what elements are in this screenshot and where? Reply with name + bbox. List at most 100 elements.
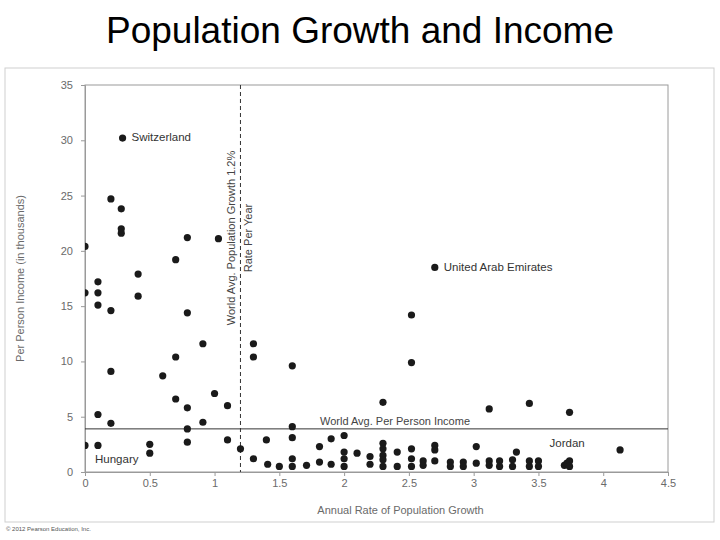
point	[566, 409, 573, 416]
y-tick-label: 0	[67, 466, 73, 478]
panel	[5, 68, 714, 522]
point	[107, 420, 114, 427]
point	[316, 458, 323, 465]
x-tick: 0	[82, 472, 88, 489]
reference-label: World Avg. Per Person Income	[320, 415, 470, 427]
point	[366, 453, 373, 460]
x-tick: 3.5	[531, 472, 546, 489]
point	[526, 400, 533, 407]
x-tick-label: 0	[82, 477, 88, 489]
point	[184, 309, 191, 316]
point	[486, 462, 493, 469]
x-tick-mark	[215, 472, 216, 476]
point	[250, 455, 257, 462]
point	[184, 404, 191, 411]
x-tick-mark	[409, 472, 410, 476]
y-tick-mark	[81, 85, 85, 86]
reference-label: Rate Per Year	[242, 203, 254, 272]
point	[513, 448, 520, 455]
annotation: Switzerland	[132, 131, 191, 143]
x-tick-label: 3	[471, 477, 477, 489]
reference-label: World Avg. Population Growth 1.2%	[225, 151, 237, 326]
point	[616, 446, 623, 453]
point	[566, 463, 573, 470]
x-tick-mark	[538, 472, 539, 476]
x-tick-label: 1.5	[272, 477, 287, 489]
y-tick-mark	[81, 472, 85, 473]
point	[211, 390, 218, 397]
point	[107, 368, 114, 375]
point	[353, 450, 360, 457]
point	[224, 436, 231, 443]
point	[94, 301, 101, 308]
y-tick: 35	[61, 79, 85, 91]
point	[94, 278, 101, 285]
point	[328, 461, 335, 468]
x-tick-mark	[279, 472, 280, 476]
point	[159, 372, 166, 379]
y-tick: 30	[61, 134, 85, 146]
points	[85, 134, 624, 470]
point	[237, 445, 244, 452]
y-tick-label: 25	[61, 190, 73, 202]
point	[289, 434, 296, 441]
point	[184, 439, 191, 446]
point	[366, 461, 373, 468]
point	[289, 362, 296, 369]
point	[447, 463, 454, 470]
annotation: United Arab Emirates	[444, 261, 553, 273]
point	[215, 235, 222, 242]
point	[264, 461, 271, 468]
x-tick-label: 2	[342, 477, 348, 489]
point	[263, 436, 270, 443]
y-tick-label: 5	[67, 411, 73, 423]
x-tick-label: 0.5	[143, 477, 158, 489]
point	[341, 448, 348, 455]
point	[94, 442, 101, 449]
title: Population Growth and Income	[106, 10, 614, 51]
point	[118, 230, 125, 237]
chart: Population Growth and Income 0 0.5 1 1.5 2 2.5…	[0, 0, 720, 540]
annotations: SwitzerlandUnited Arab EmiratesJordanHun…	[95, 131, 585, 465]
point	[85, 442, 89, 449]
reference-line	[85, 428, 668, 429]
point	[135, 270, 142, 277]
y-tick-label: 30	[61, 134, 73, 146]
point	[431, 457, 438, 464]
point	[250, 353, 257, 360]
reference-lines	[85, 85, 668, 472]
x-tick-mark	[344, 472, 345, 476]
point	[85, 289, 89, 296]
y-tick-mark	[81, 306, 85, 307]
y-tick-mark	[81, 196, 85, 197]
point	[303, 462, 310, 469]
point	[94, 411, 101, 418]
point	[316, 443, 323, 450]
point	[486, 405, 493, 412]
y-tick: 25	[61, 190, 85, 202]
y-tick: 10	[61, 355, 85, 367]
x-tick-label: 4.5	[661, 477, 676, 489]
x-tick-label: 2.5	[402, 477, 417, 489]
point	[184, 425, 191, 432]
point	[135, 293, 142, 300]
point	[146, 441, 153, 448]
x-tick-label: 1	[212, 477, 218, 489]
y-tick-mark	[81, 361, 85, 362]
point	[408, 455, 415, 462]
point	[431, 446, 438, 453]
point	[85, 243, 89, 250]
y-tick-label: 10	[61, 355, 73, 367]
point	[473, 460, 480, 467]
point	[509, 463, 516, 470]
x-tick: 2	[342, 472, 348, 489]
x-tick: 2.5	[402, 472, 417, 489]
y-tick-label: 35	[61, 79, 73, 91]
point	[408, 311, 415, 318]
y-tick-mark	[81, 140, 85, 141]
point	[394, 463, 401, 470]
x-tick: 4.5	[661, 472, 676, 489]
y-tick: 20	[61, 245, 85, 257]
x-axis-line	[86, 473, 669, 477]
x-axis: 00.511.522.533.544.5	[82, 472, 676, 489]
